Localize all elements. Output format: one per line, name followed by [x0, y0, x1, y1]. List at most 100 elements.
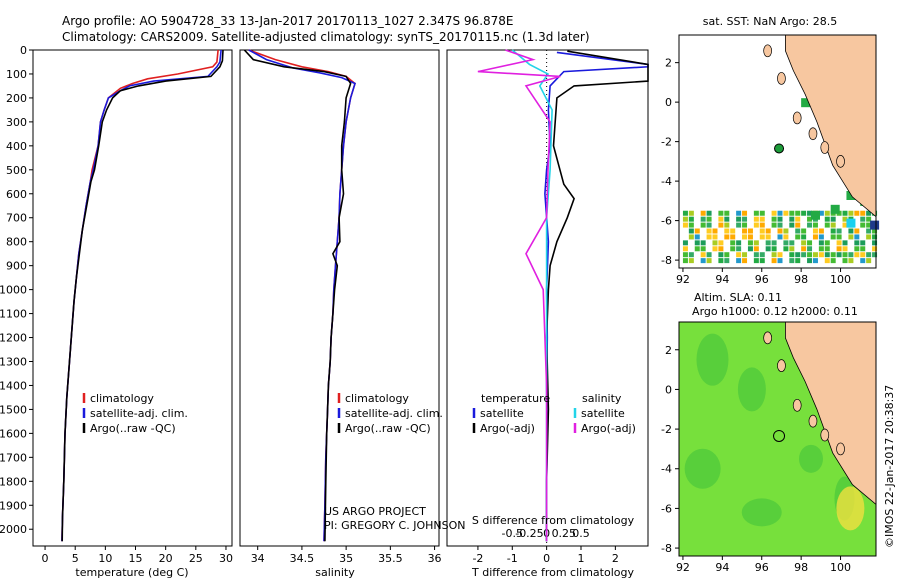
t-difference-xlabel: T difference from climatology — [471, 566, 634, 579]
sst-pixel — [848, 252, 854, 258]
sla-map-title: Altim. SLA: 0.11 — [694, 291, 782, 304]
sla-blob — [798, 444, 823, 473]
lat-tick-label: -8 — [661, 542, 672, 555]
depth-axis: 0 100 200 300 400 500 600 700 800 900 1000 1100 1200… — [0, 44, 33, 536]
sst-pixel — [783, 210, 789, 216]
legend-temperature-title: temperature — [481, 392, 550, 405]
sst-pixel — [812, 234, 818, 240]
s-tick-label: -0.25 — [515, 527, 543, 540]
sla-blob — [684, 448, 721, 489]
sst-pixel — [688, 222, 694, 228]
depth-tick-label: 1600 — [0, 427, 27, 440]
sst-pixel — [771, 258, 777, 264]
sst-pixel — [771, 216, 777, 222]
sst-pixel — [795, 234, 801, 240]
sst-pixel — [807, 252, 813, 258]
sst-pixel — [812, 258, 818, 264]
sst-pixel — [724, 222, 730, 228]
sst-pixel — [718, 216, 724, 222]
sst-pixel — [742, 252, 748, 258]
sst-pixel — [807, 210, 813, 216]
sst-pixel — [765, 246, 771, 252]
sst-pixel — [801, 246, 807, 252]
temperature-plot: 0 5 10 15 20 25 30 — [42, 49, 233, 565]
x-tick-label: 0 — [543, 552, 550, 565]
sst-pixel — [789, 216, 795, 222]
sst-pixel — [783, 240, 789, 246]
sst-pixel — [688, 228, 694, 234]
sst-pixel — [706, 258, 712, 264]
depth-tick-label: 900 — [6, 260, 27, 273]
sst-pixel — [706, 216, 712, 222]
sst-pixel — [771, 210, 777, 216]
sst-pixel — [795, 210, 801, 216]
x-tick-label: 5 — [72, 552, 79, 565]
sst-pixel — [771, 246, 777, 252]
sst-pixel — [730, 240, 736, 246]
series-line-s-argo-adj- — [477, 49, 561, 542]
sst-pixel — [694, 228, 700, 234]
temperature-legend: climatology satellite-adj. clim. Argo(..… — [82, 392, 188, 435]
sst-pixel — [724, 258, 730, 264]
series-line-satellite-adj-clim- — [61, 49, 222, 542]
sst-pixel — [742, 210, 748, 216]
lat-tick-label: -4 — [661, 463, 672, 476]
sst-pixel — [872, 240, 878, 246]
sst-pixel — [846, 218, 856, 228]
sst-pixel — [765, 228, 771, 234]
difference-legend: temperature salinity satellite Argo(-adj… — [472, 392, 636, 435]
sst-pixel — [759, 216, 765, 222]
sst-pixel — [706, 210, 712, 216]
legend-s-satellite: satellite — [581, 407, 625, 420]
sst-pixel — [759, 228, 765, 234]
sst-pixel — [736, 246, 742, 252]
lon-tick-label: 98 — [794, 273, 808, 286]
sst-pixel — [700, 252, 706, 258]
sst-pixel — [718, 258, 724, 264]
sst-pixel — [712, 240, 718, 246]
sst-pixel — [807, 240, 813, 246]
sst-pixel — [765, 234, 771, 240]
sst-pixel — [818, 210, 824, 216]
sst-pixel — [866, 228, 872, 234]
sst-pixel — [860, 240, 866, 246]
temperature-xlabel: temperature (deg C) — [75, 566, 188, 579]
sst-pixel — [718, 222, 724, 228]
sst-pixel — [688, 252, 694, 258]
legend-t-satellite: satellite — [480, 407, 524, 420]
island — [820, 141, 830, 154]
sst-pixel — [801, 240, 807, 246]
legend-s-argo: Argo(-adj) — [581, 422, 636, 435]
sst-pixel — [818, 228, 824, 234]
sst-pixel — [789, 240, 795, 246]
island — [777, 72, 786, 85]
legend-salinity-title: salinity — [582, 392, 622, 405]
island — [808, 414, 818, 428]
x-tick-label: 20 — [159, 552, 173, 565]
sst-pixel — [824, 252, 830, 258]
sst-pixel — [830, 216, 836, 222]
sst-pixel — [836, 246, 842, 252]
sla-blob — [741, 498, 782, 527]
depth-tick-label: 1500 — [0, 403, 27, 416]
sst-pixel — [830, 234, 836, 240]
lat-tick-label: -2 — [661, 136, 672, 149]
sst-pixel — [807, 216, 813, 222]
x-tick-label: 15 — [129, 552, 143, 565]
sst-pixel — [824, 210, 830, 216]
sst-pixel — [724, 228, 730, 234]
x-tick-label: 35 — [339, 552, 353, 565]
island — [820, 428, 830, 442]
sst-pixel — [866, 252, 872, 258]
salinity-panel — [239, 49, 440, 547]
sst-pixel — [830, 204, 840, 214]
sst-pixel — [712, 228, 718, 234]
sst-pixel — [846, 190, 856, 200]
sst-pixel — [801, 234, 807, 240]
sst-pixel — [771, 240, 777, 246]
sst-pixel — [736, 252, 742, 258]
sla-blob — [696, 333, 729, 386]
sst-pixel — [700, 222, 706, 228]
sla-high — [836, 486, 865, 531]
